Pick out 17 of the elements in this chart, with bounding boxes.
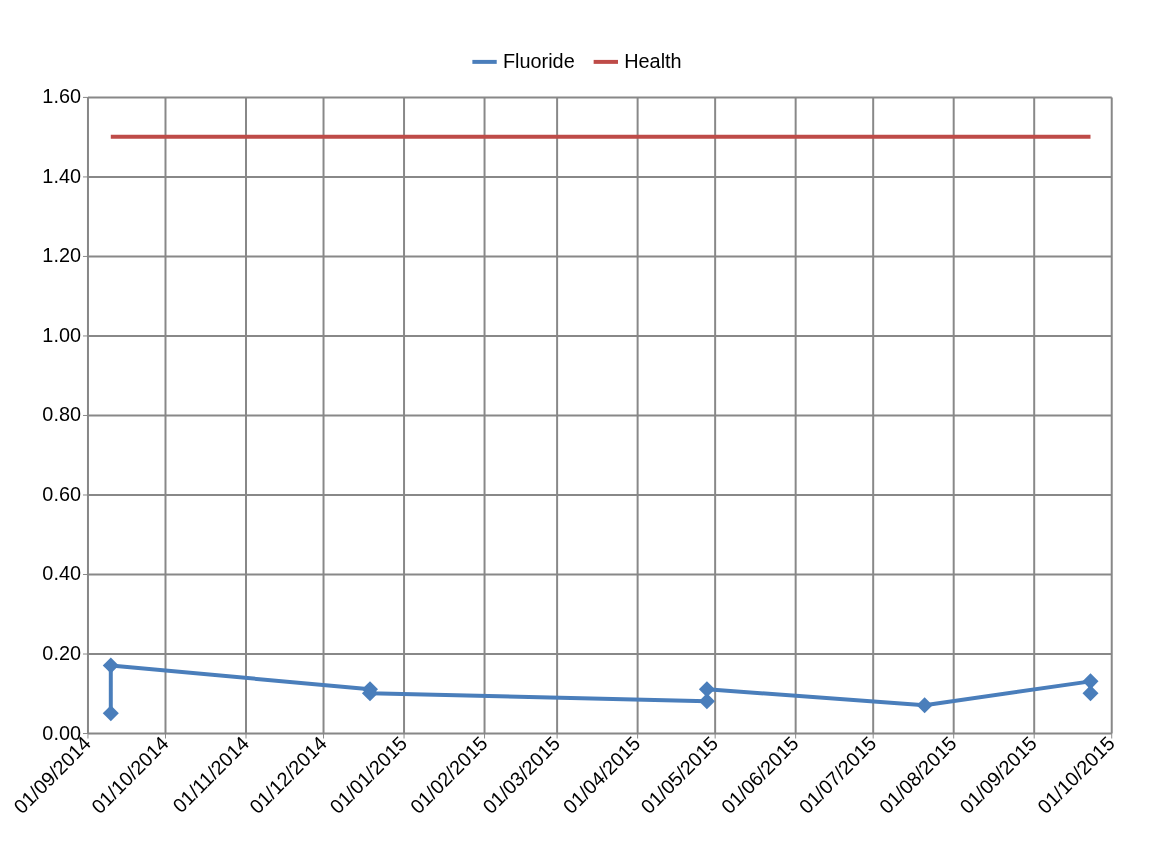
point	[698, 681, 715, 698]
point	[102, 705, 119, 722]
legend-label: Fluoride	[502, 49, 575, 72]
y-tick-label: 1.40	[42, 164, 82, 187]
point	[916, 697, 933, 714]
y-tick-label: 0.20	[42, 641, 82, 664]
point	[698, 693, 715, 710]
y-tick-label: 0.60	[42, 482, 82, 505]
legend-label: Health	[624, 49, 682, 72]
y-tick-label: 1.60	[42, 85, 82, 108]
point	[1082, 685, 1099, 702]
y-tick-label: 1.00	[42, 323, 82, 346]
y-tick-label: 0.80	[42, 403, 82, 426]
y-tick-label: 1.20	[42, 244, 82, 267]
y-tick-label: 0.40	[42, 562, 82, 585]
point	[102, 657, 119, 674]
point	[1082, 673, 1099, 690]
